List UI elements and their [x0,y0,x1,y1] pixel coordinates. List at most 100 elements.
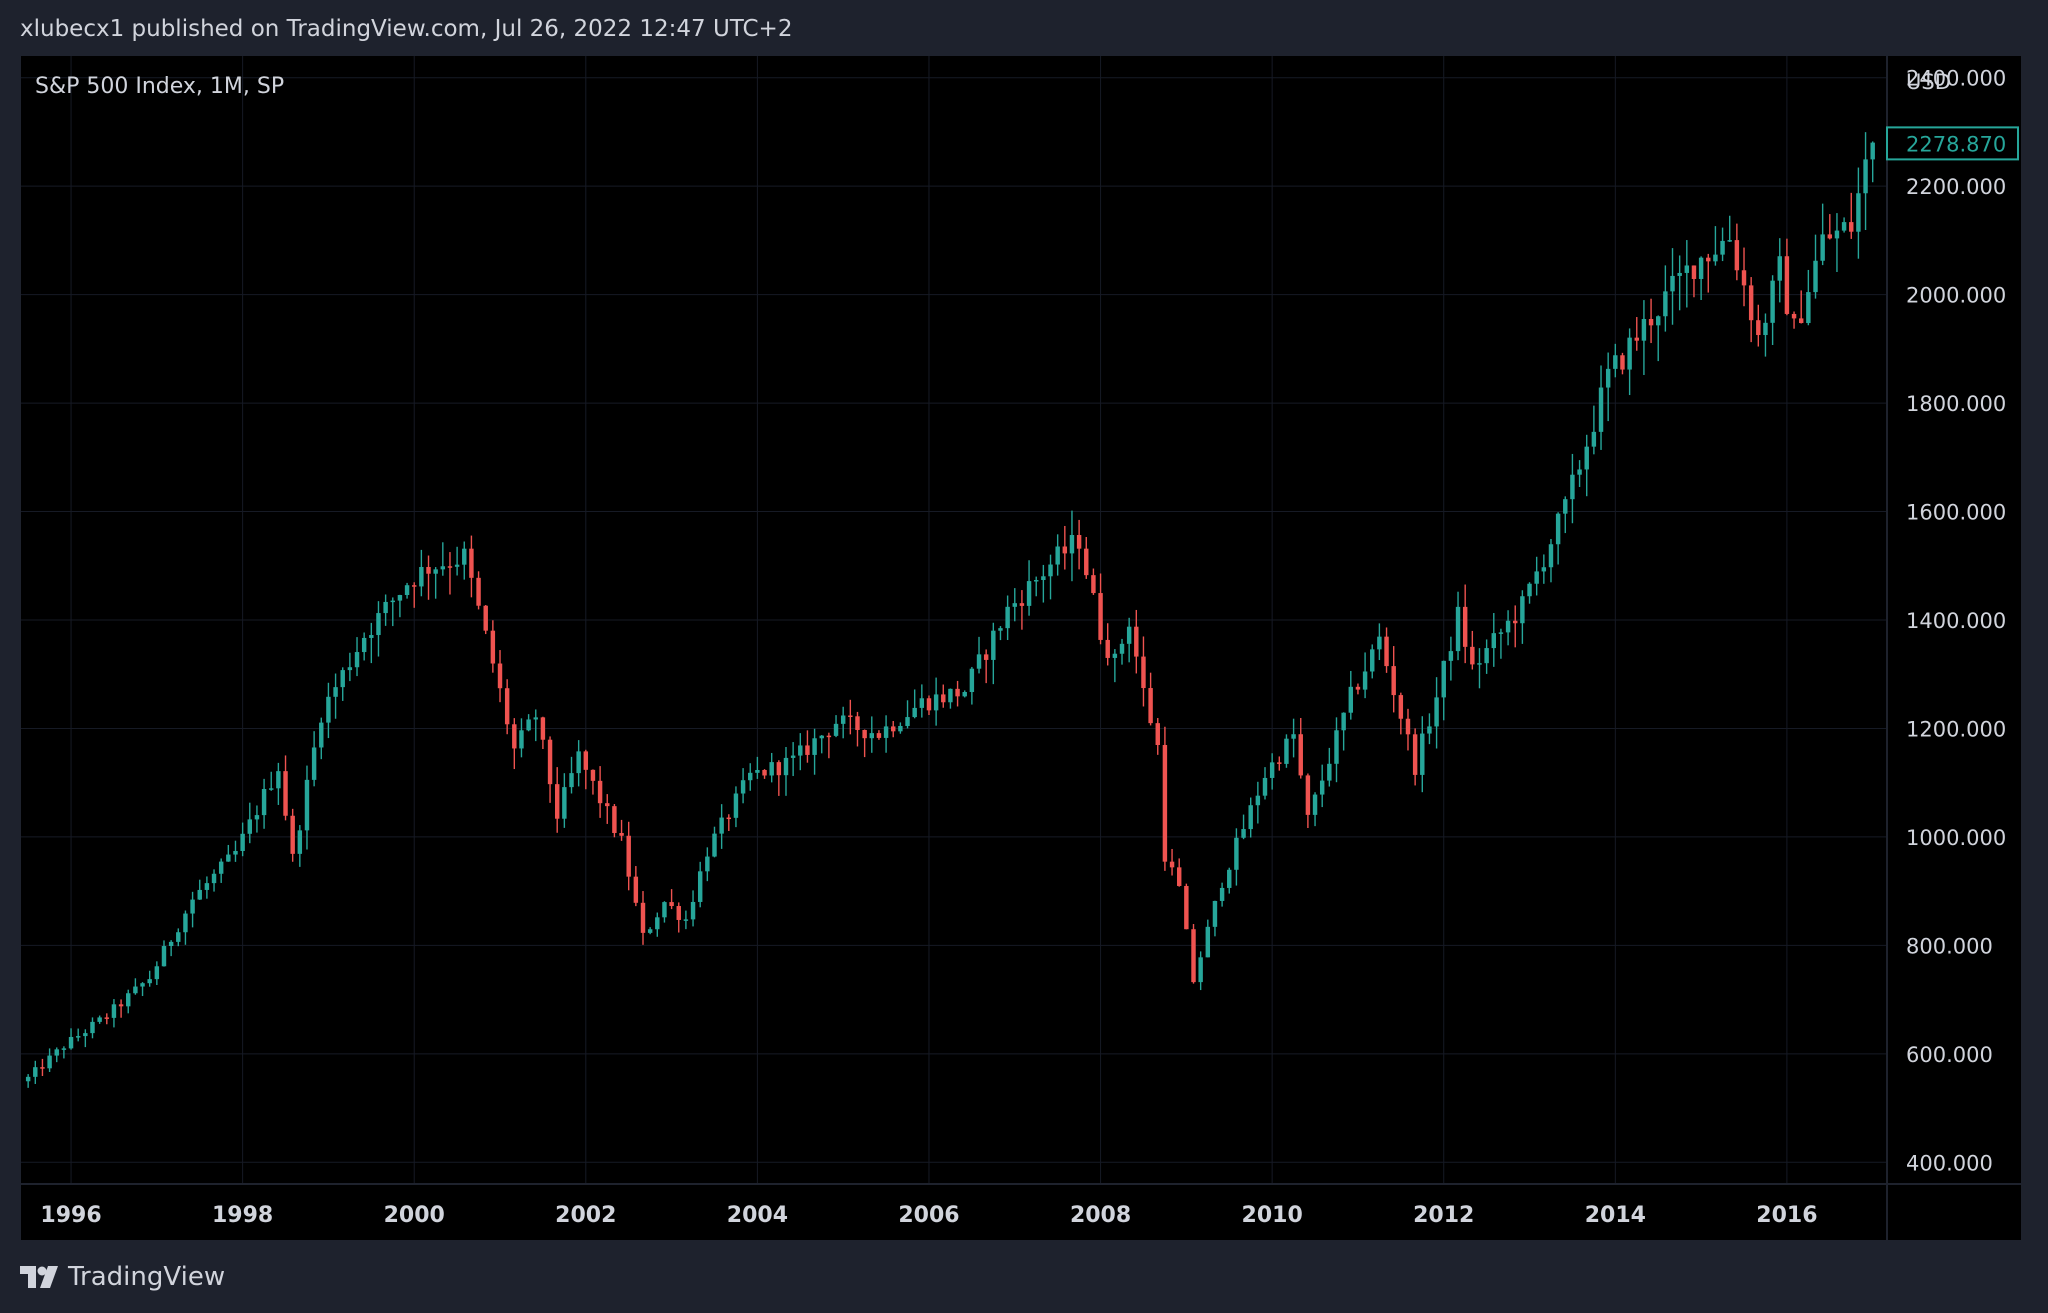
candle-body [1777,256,1782,281]
candle-body [168,941,174,947]
candle-body [1305,775,1311,815]
candle-body [755,769,760,773]
y-tick-label: 2000.000 [1906,284,2006,308]
candle-body [1262,777,1268,796]
candle-body [412,585,417,587]
candle-body [1412,734,1418,775]
tradingview-logo-icon [20,1266,58,1288]
candle-body [1069,535,1075,554]
x-tick-label: 2012 [1413,1203,1474,1228]
candle-body [1119,643,1125,654]
candle-body [1427,726,1432,734]
candle-body [1820,234,1825,261]
candle-body [1498,632,1504,634]
time-scale[interactable]: 1996 1998 2000 2002 2004 2006 2008 2010 2012 2014… [40,1203,1817,1228]
candle-body [519,730,524,749]
candle-body [1398,695,1404,719]
candle-body [476,577,481,606]
x-tick-label: 2000 [384,1203,445,1228]
candle-body [1691,265,1697,279]
candle-body [454,564,460,567]
candle-body [833,723,839,736]
candle-body [891,726,896,732]
candle-body [1763,322,1768,336]
candle-body [983,654,989,660]
candle-body [140,983,145,987]
chart-panel[interactable]: 2400.000 2200.000 2000.000 1800.000 1600.000… [21,56,2021,1240]
candle-body [254,815,260,820]
candle-body [133,986,138,994]
candle-body [218,861,224,874]
candle-body [1806,292,1811,324]
candle-body [1155,723,1160,746]
candle-body [1234,837,1239,870]
candle-body [1534,571,1539,584]
candle-body [1284,738,1289,764]
candle-body [1026,581,1032,606]
candle-body [1034,580,1039,582]
candle-body [1048,564,1053,577]
candle-body [90,1021,95,1034]
candle-body [697,871,703,902]
candle-body [669,902,674,907]
candle-body [1134,626,1139,657]
candle-body [733,793,739,818]
candle-body [1148,688,1153,724]
candle-body [462,548,467,565]
candle-body [226,854,231,862]
candle-body [1298,734,1303,776]
candle-body [183,913,188,933]
candle-body [261,788,267,816]
candle-body [333,687,338,697]
price-scale[interactable]: 2400.000 2200.000 2000.000 1800.000 1600.000… [1906,67,2006,1176]
candle-body [1105,639,1110,658]
candle-body [962,692,967,697]
candle-body [190,899,195,914]
candle-body [1634,337,1639,341]
candle-body [68,1036,74,1049]
candle-body [1176,867,1182,886]
candle-body [1448,651,1454,661]
x-tick-label: 2014 [1585,1203,1646,1228]
candle-body [1091,575,1096,594]
candle-body [1362,671,1368,690]
candle-body [383,601,388,614]
x-tick-label: 2002 [555,1203,616,1228]
candle-body [798,745,803,756]
candle-body [304,779,310,831]
candle-body [912,707,917,718]
candle-body [1462,606,1468,647]
candle-body [1698,257,1704,279]
candle-body [54,1049,59,1056]
candle-body [512,724,517,749]
y-tick-label: 1000.000 [1906,826,2006,850]
candle-body [376,613,381,636]
candle-body [1720,240,1725,255]
candle-body [1741,270,1747,286]
candle-body [1248,805,1253,830]
candle-body [1784,256,1790,314]
candle-body [1198,957,1203,983]
candle-body [247,819,252,834]
candle-body [290,815,295,854]
candle-body [1677,272,1682,276]
candle-body [1391,666,1396,696]
candle-body [204,883,210,890]
grid-lines [21,56,1887,1184]
candle-body [1605,368,1611,388]
candle-body [83,1033,88,1037]
y-tick-label: 1600.000 [1906,501,2006,525]
candle-body [483,605,488,631]
candle-body [1748,285,1754,321]
candle-body [390,600,395,603]
candle-body [1055,546,1060,565]
candle-body [612,806,617,833]
candle-body [1841,222,1847,231]
candle-body [1798,318,1804,324]
candle-body [1434,697,1439,727]
candle-body [326,696,331,723]
candle-body [790,755,796,758]
candlestick-chart[interactable]: 2400.000 2200.000 2000.000 1800.000 1600.000… [21,56,2021,1240]
candle-body [1327,763,1332,781]
x-tick-label: 1996 [40,1203,101,1228]
